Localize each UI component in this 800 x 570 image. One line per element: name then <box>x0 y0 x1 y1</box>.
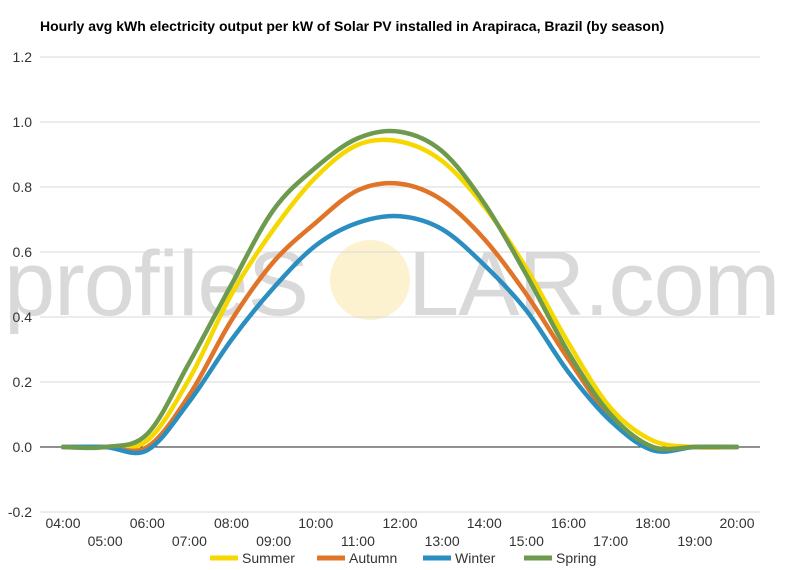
x-tick-label: 14:00 <box>467 515 502 531</box>
x-tick-label: 09:00 <box>256 533 291 549</box>
x-tick-label: 17:00 <box>593 533 628 549</box>
x-tick-label: 07:00 <box>172 533 207 549</box>
gridlines <box>40 56 760 513</box>
watermark: profileS LAR.com <box>4 233 780 335</box>
x-tick-label: 06:00 <box>130 515 165 531</box>
legend-item-summer[interactable]: Summer <box>210 550 295 566</box>
y-axis: -0.2 0.0 0.2 0.4 0.6 0.8 1.0 1.2 <box>8 49 32 520</box>
y-tick-label: 0.2 <box>13 374 33 390</box>
y-tick-label: 0.8 <box>13 179 33 195</box>
series-line-spring <box>60 128 740 452</box>
x-tick-label: 18:00 <box>635 515 670 531</box>
legend-item-winter[interactable]: Winter <box>423 550 496 566</box>
series-layer <box>60 128 740 456</box>
y-tick-label: 1.0 <box>13 114 33 130</box>
y-tick-label: 0.6 <box>13 244 33 260</box>
y-tick-label: -0.2 <box>8 504 32 520</box>
x-tick-label: 13:00 <box>425 533 460 549</box>
y-tick-label: 1.2 <box>13 49 33 65</box>
legend-item-spring[interactable]: Spring <box>524 550 596 566</box>
series-line-summer <box>60 137 740 450</box>
chart-title: Hourly avg kWh electricity output per kW… <box>40 18 665 34</box>
x-tick-label: 20:00 <box>719 515 754 531</box>
x-tick-label: 16:00 <box>551 515 586 531</box>
x-tick-label: 11:00 <box>341 533 375 549</box>
legend-label: Spring <box>556 550 596 566</box>
x-tick-label: 04:00 <box>45 515 80 531</box>
x-tick-label: 15:00 <box>509 533 544 549</box>
legend-label: Summer <box>242 550 295 566</box>
x-tick-label: 08:00 <box>214 515 249 531</box>
y-tick-label: 0.0 <box>13 439 33 455</box>
x-tick-label: 10:00 <box>298 515 333 531</box>
x-tick-label: 12:00 <box>382 515 417 531</box>
x-tick-label: 05:00 <box>88 533 123 549</box>
legend-label: Autumn <box>349 550 397 566</box>
legend-label: Winter <box>455 550 496 566</box>
legend: Summer Autumn Winter Spring <box>210 550 596 566</box>
x-tick-label: 19:00 <box>677 533 712 549</box>
series-line-winter <box>60 213 740 456</box>
legend-item-autumn[interactable]: Autumn <box>317 550 397 566</box>
x-axis: 04:00 06:00 08:00 10:00 12:00 14:00 16:00 18:00… <box>45 515 754 549</box>
y-tick-label: 0.4 <box>13 309 33 325</box>
watermark-sun-icon <box>330 240 410 320</box>
